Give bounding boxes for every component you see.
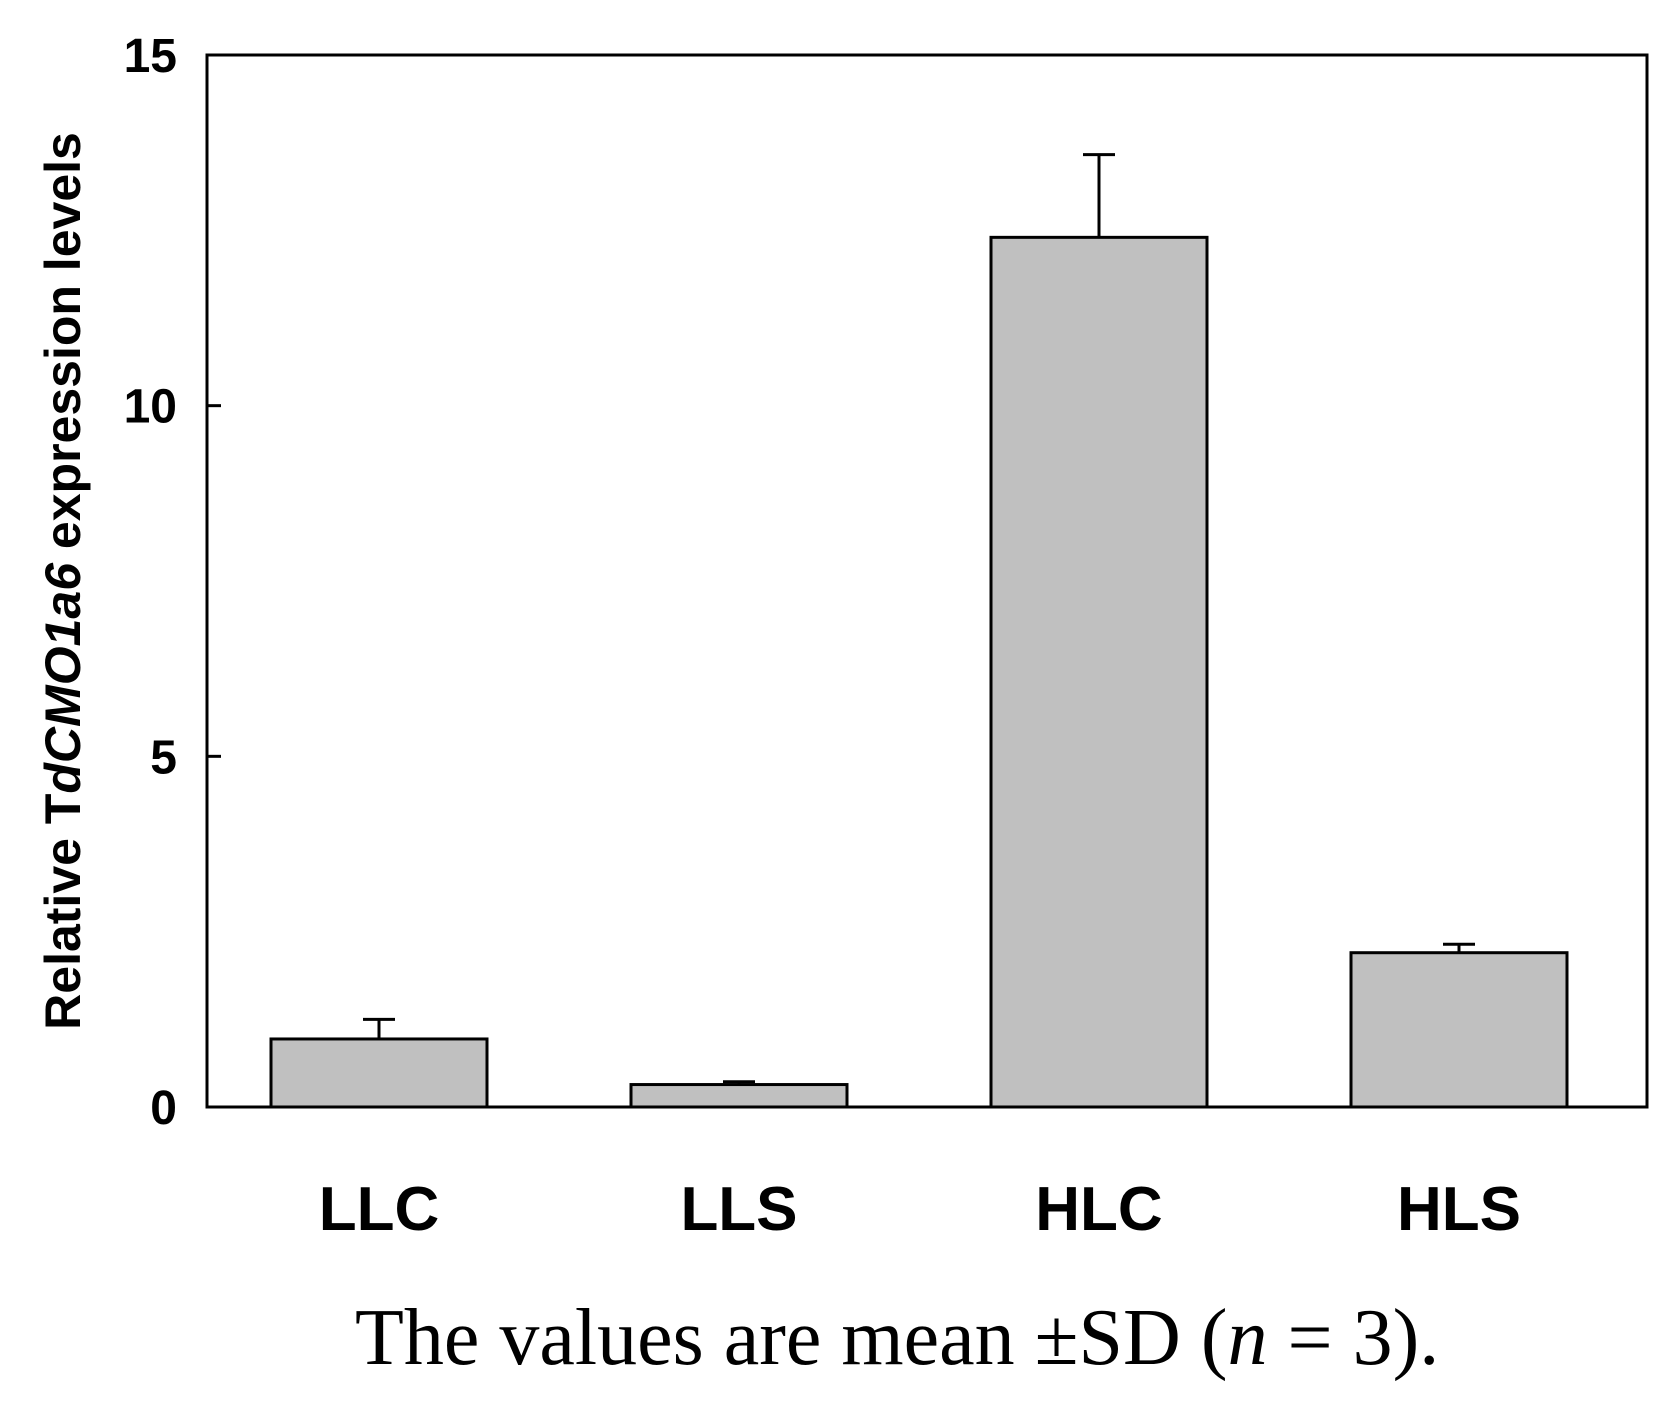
y-axis-label: Relative TdCMO1a6 expression levels	[35, 132, 91, 1030]
bar-lls	[629, 1083, 849, 1109]
bar-hls	[1349, 951, 1569, 1109]
plot-frame	[205, 53, 1649, 1109]
bar-llc	[269, 1037, 489, 1109]
y-tick-label: 10	[124, 381, 177, 434]
bar-hlc	[989, 235, 1209, 1109]
category-label-lls: LLS	[680, 1175, 797, 1244]
bars	[269, 153, 1569, 1109]
y-tick-label: 5	[150, 731, 177, 784]
bar-chart: 0 5 10 15 LLC LLS HLC HLS Relative TdCMO1a6 ex…	[35, 30, 1649, 1244]
category-label-hls: HLS	[1397, 1175, 1521, 1244]
y-axis-ticks: 0 5 10 15	[124, 30, 221, 1135]
y-tick-label: 0	[150, 1082, 177, 1135]
y-tick-label: 15	[124, 30, 177, 83]
category-label-hlc: HLC	[1035, 1175, 1162, 1244]
figure-caption: The values are mean ±SD (n = 3).	[355, 1294, 1440, 1382]
x-axis-labels: LLC LLS HLC HLS	[319, 1175, 1521, 1244]
category-label-llc: LLC	[319, 1175, 440, 1244]
